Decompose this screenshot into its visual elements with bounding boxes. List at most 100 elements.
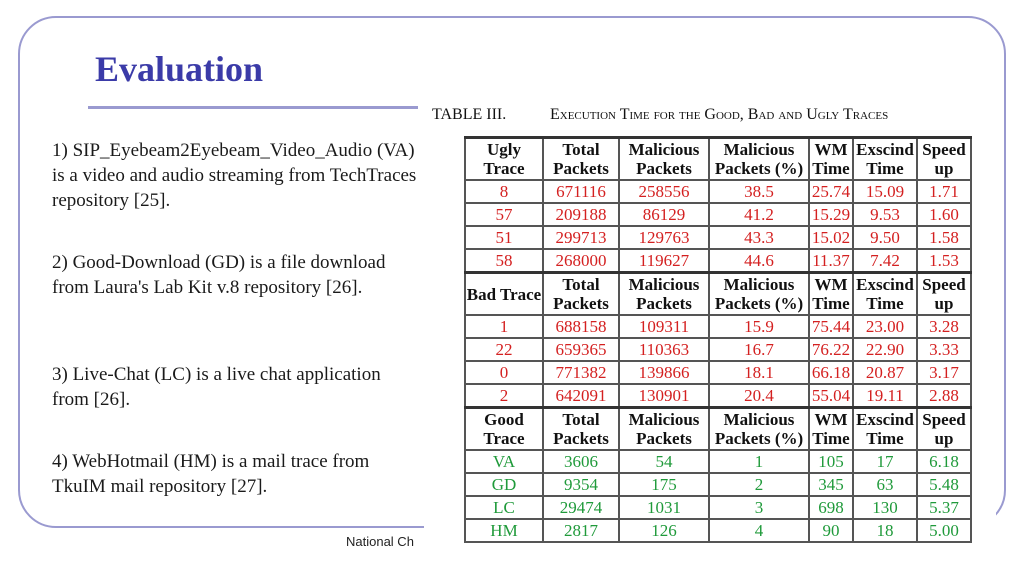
table-cell: 11.37 bbox=[808, 248, 854, 274]
table-cell: 23.00 bbox=[852, 314, 918, 339]
table-cell: GD bbox=[464, 472, 544, 497]
bullet-item-hm: 4) WebHotmail (HM) is a mail trace from … bbox=[52, 451, 370, 497]
column-header: WM Time bbox=[808, 406, 854, 451]
column-header: Malicious Packets bbox=[618, 406, 710, 451]
table-cell: 3.17 bbox=[916, 360, 972, 385]
table-cell: 22.90 bbox=[852, 337, 918, 362]
table-cell: 1 bbox=[464, 314, 544, 339]
execution-time-table: Ugly Trace Total Packets Malicious Packets… bbox=[464, 136, 972, 543]
table-cell: 642091 bbox=[542, 383, 620, 409]
table-cell: 90 bbox=[808, 518, 854, 543]
column-header: Malicious Packets (%) bbox=[708, 406, 810, 451]
table-cell: 105 bbox=[808, 449, 854, 474]
table-cell: 130901 bbox=[618, 383, 710, 409]
column-header: Total Packets bbox=[542, 271, 620, 316]
table-cell: 2 bbox=[464, 383, 544, 409]
table-cell: 9.53 bbox=[852, 202, 918, 227]
table-cell: 4 bbox=[708, 518, 810, 543]
column-header: Exscind Time bbox=[852, 136, 918, 181]
table-row: 1 688158 109311 15.9 75.44 23.00 3.28 bbox=[464, 314, 972, 339]
table-cell: 38.5 bbox=[708, 179, 810, 204]
column-header: Bad Trace bbox=[464, 271, 544, 316]
table-cell: 8 bbox=[464, 179, 544, 204]
table-cell: 7.42 bbox=[852, 248, 918, 274]
bad-header-row: Bad Trace Total Packets Malicious Packets M… bbox=[464, 271, 972, 316]
table-cell: 129763 bbox=[618, 225, 710, 250]
table-caption-number: TABLE III. bbox=[432, 106, 507, 123]
footer-text: National Ch bbox=[346, 534, 414, 549]
column-header: Good Trace bbox=[464, 406, 544, 451]
table-cell: 5.48 bbox=[916, 472, 972, 497]
table-cell: 771382 bbox=[542, 360, 620, 385]
table-cell: 671116 bbox=[542, 179, 620, 204]
table-cell: 76.22 bbox=[808, 337, 854, 362]
table-cell: 44.6 bbox=[708, 248, 810, 274]
table-row: LC 29474 1031 3 698 130 5.37 bbox=[464, 495, 972, 520]
table-cell: LC bbox=[464, 495, 544, 520]
table-cell: 5.00 bbox=[916, 518, 972, 543]
table-cell: 1 bbox=[708, 449, 810, 474]
table-cell: 2 bbox=[708, 472, 810, 497]
table-row: 51 299713 129763 43.3 15.02 9.50 1.58 bbox=[464, 225, 972, 250]
table-cell: 29474 bbox=[542, 495, 620, 520]
table-cell: 9.50 bbox=[852, 225, 918, 250]
bullet-item-gd: 2) Good-Download (GD) is a file download… bbox=[52, 252, 386, 298]
table-row: 0 771382 139866 18.1 66.18 20.87 3.17 bbox=[464, 360, 972, 385]
table-cell: 268000 bbox=[542, 248, 620, 274]
column-header: Malicious Packets (%) bbox=[708, 271, 810, 316]
column-header: Malicious Packets (%) bbox=[708, 136, 810, 181]
table-cell: 20.4 bbox=[708, 383, 810, 409]
table-caption-title: Execution Time for the Good, Bad and Ugl… bbox=[550, 106, 889, 123]
table-cell: 698 bbox=[808, 495, 854, 520]
table-cell: 19.11 bbox=[852, 383, 918, 409]
table-row: HM 2817 126 4 90 18 5.00 bbox=[464, 518, 972, 543]
table-cell: VA bbox=[464, 449, 544, 474]
column-header: WM Time bbox=[808, 271, 854, 316]
table-cell: 41.2 bbox=[708, 202, 810, 227]
table-cell: 86129 bbox=[618, 202, 710, 227]
table-cell: 15.02 bbox=[808, 225, 854, 250]
table-cell: 299713 bbox=[542, 225, 620, 250]
table-cell: 1.53 bbox=[916, 248, 972, 274]
good-header-row: Good Trace Total Packets Malicious Packets… bbox=[464, 406, 972, 451]
column-header: Speed up bbox=[916, 271, 972, 316]
title-underline bbox=[88, 106, 418, 109]
table-cell: 659365 bbox=[542, 337, 620, 362]
table-cell: 119627 bbox=[618, 248, 710, 274]
column-header: Total Packets bbox=[542, 136, 620, 181]
table-cell: 688158 bbox=[542, 314, 620, 339]
table-cell: 1.71 bbox=[916, 179, 972, 204]
table-cell: 54 bbox=[618, 449, 710, 474]
table-cell: 51 bbox=[464, 225, 544, 250]
table-cell: 1031 bbox=[618, 495, 710, 520]
slide-title: Evaluation bbox=[95, 49, 264, 89]
table-cell: 63 bbox=[852, 472, 918, 497]
column-header: Malicious Packets bbox=[618, 136, 710, 181]
table-cell: 2817 bbox=[542, 518, 620, 543]
table-cell: 109311 bbox=[618, 314, 710, 339]
column-header: WM Time bbox=[808, 136, 854, 181]
table-cell: 258556 bbox=[618, 179, 710, 204]
table-cell: 66.18 bbox=[808, 360, 854, 385]
table-cell: 16.7 bbox=[708, 337, 810, 362]
table-cell: 15.9 bbox=[708, 314, 810, 339]
table-cell: 3606 bbox=[542, 449, 620, 474]
table-cell: 1.60 bbox=[916, 202, 972, 227]
column-header: Exscind Time bbox=[852, 271, 918, 316]
table-cell: 0 bbox=[464, 360, 544, 385]
table-row: 57 209188 86129 41.2 15.29 9.53 1.60 bbox=[464, 202, 972, 227]
column-header: Speed up bbox=[916, 406, 972, 451]
table-row: VA 3606 54 1 105 17 6.18 bbox=[464, 449, 972, 474]
bullet-item-lc: 3) Live-Chat (LC) is a live chat applica… bbox=[52, 364, 381, 410]
table-row: 8 671116 258556 38.5 25.74 15.09 1.71 bbox=[464, 179, 972, 204]
ugly-header-row: Ugly Trace Total Packets Malicious Packets… bbox=[464, 136, 972, 181]
table-cell: 3.33 bbox=[916, 337, 972, 362]
table-row: 58 268000 119627 44.6 11.37 7.42 1.53 bbox=[464, 248, 972, 274]
table-cell: 17 bbox=[852, 449, 918, 474]
column-header: Speed up bbox=[916, 136, 972, 181]
table-cell: 3.28 bbox=[916, 314, 972, 339]
table-cell: HM bbox=[464, 518, 544, 543]
table-row: 2 642091 130901 20.4 55.04 19.11 2.88 bbox=[464, 383, 972, 409]
table-cell: 3 bbox=[708, 495, 810, 520]
table-cell: 126 bbox=[618, 518, 710, 543]
